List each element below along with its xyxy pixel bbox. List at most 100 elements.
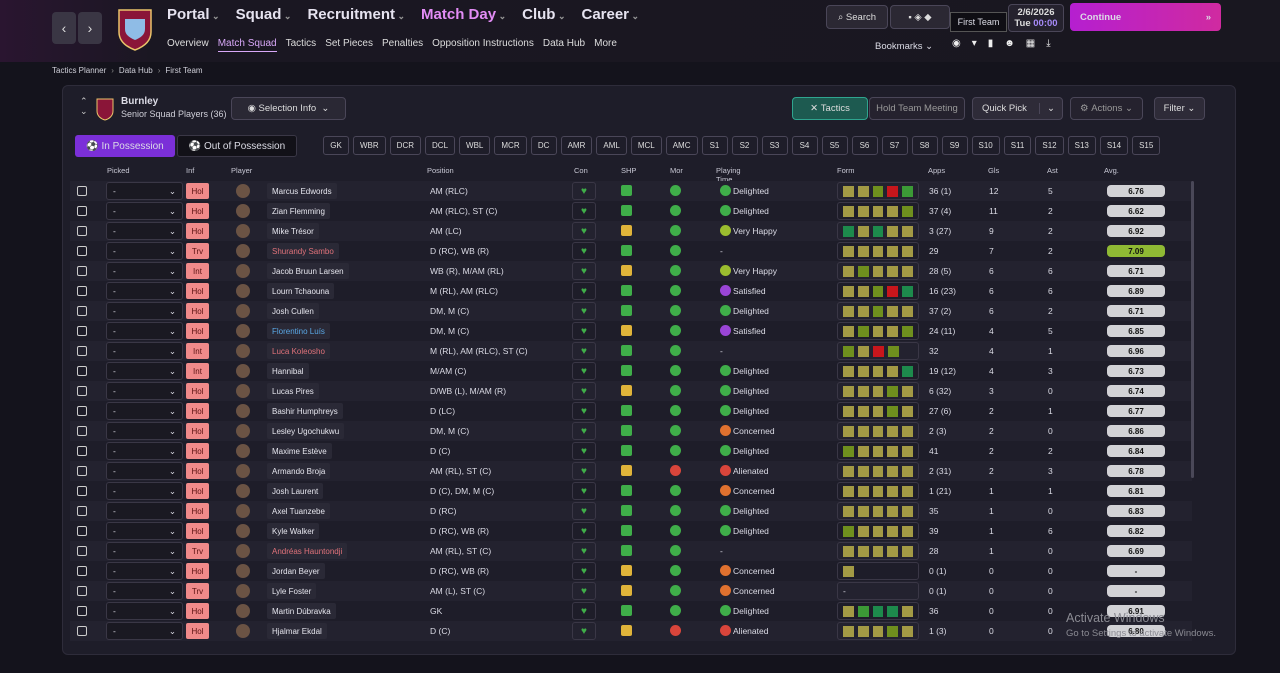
actions-button[interactable]: ⚙ Actions ⌄ (1070, 97, 1143, 120)
position-button[interactable]: S12 (1035, 136, 1064, 155)
position-button[interactable]: S7 (881, 136, 908, 155)
column-header[interactable]: Apps (928, 166, 946, 175)
player-name[interactable]: Lesley Ugochukwu (267, 423, 345, 439)
checkbox[interactable] (77, 186, 87, 196)
filter-button[interactable]: Filter ⌄ (1154, 97, 1205, 120)
position-button[interactable]: AMC (665, 136, 698, 155)
player-name[interactable]: Lyle Foster (267, 583, 317, 599)
tactics-button[interactable]: ✕ Tactics (792, 97, 868, 120)
column-header[interactable]: Mor (670, 166, 683, 175)
checkbox[interactable] (77, 326, 87, 336)
main-nav-item[interactable]: Recruitment (307, 6, 405, 23)
position-button[interactable]: S2 (731, 136, 758, 155)
player-name[interactable]: Martin Dúbravka (267, 603, 336, 619)
sub-nav-item[interactable]: Data Hub (542, 38, 586, 49)
picked-dropdown[interactable]: - ⌄ (106, 422, 183, 440)
position-button[interactable]: S13 (1067, 136, 1096, 155)
picked-dropdown[interactable]: - ⌄ (106, 442, 183, 460)
tab-active[interactable]: ⚽ In Possession (75, 135, 175, 157)
checkbox[interactable] (77, 206, 87, 216)
position-button[interactable]: MCL (630, 136, 662, 155)
player-name[interactable]: Lucas Pires (267, 383, 319, 399)
sub-nav-item[interactable]: Penalties (382, 38, 424, 49)
checkbox[interactable] (77, 346, 87, 356)
column-header[interactable]: Avg. (1104, 166, 1119, 175)
bookmarks[interactable]: Bookmarks ⌄ (875, 41, 934, 52)
player-name[interactable]: Armando Broja (267, 463, 331, 479)
position-button[interactable]: GK (323, 136, 349, 155)
position-button[interactable]: S5 (821, 136, 848, 155)
checkbox[interactable] (77, 246, 87, 256)
position-button[interactable]: DCL (425, 136, 456, 155)
player-name[interactable]: Hannibal (267, 363, 309, 379)
collapse-toggle[interactable]: ⌃ ⌄ (80, 96, 88, 116)
picked-dropdown[interactable]: - ⌄ (106, 462, 183, 480)
position-button[interactable]: S1 (701, 136, 728, 155)
player-name[interactable]: Mike Trésor (267, 223, 319, 239)
selection-info-button[interactable]: ◉ Selection Info ⌄ (231, 97, 346, 120)
column-header[interactable]: Ast (1047, 166, 1058, 175)
checkbox[interactable] (77, 306, 87, 316)
checkbox[interactable] (77, 446, 87, 456)
column-header[interactable]: Form (837, 166, 855, 175)
position-button[interactable]: S15 (1132, 136, 1161, 155)
main-nav-item[interactable]: Club (522, 6, 565, 23)
position-button[interactable]: S14 (1099, 136, 1129, 155)
picked-dropdown[interactable]: - ⌄ (106, 562, 183, 580)
checkbox[interactable] (77, 486, 87, 496)
player-name[interactable]: Zian Flemming (267, 203, 330, 219)
position-button[interactable]: S9 (941, 136, 968, 155)
player-name[interactable]: Josh Cullen (267, 303, 319, 319)
player-name[interactable]: Shurandy Sambo (267, 243, 339, 259)
checkbox[interactable] (77, 426, 87, 436)
column-header[interactable]: Picked (107, 166, 130, 175)
picked-dropdown[interactable]: - ⌄ (106, 202, 183, 220)
breadcrumb-item[interactable]: Tactics Planner (52, 66, 107, 75)
picked-dropdown[interactable]: - ⌄ (106, 342, 183, 360)
picked-dropdown[interactable]: - ⌄ (106, 522, 183, 540)
player-name[interactable]: Andréas Hauntondji (267, 543, 348, 559)
team-meeting-button[interactable]: Hold Team Meeting (869, 97, 965, 120)
position-button[interactable]: DCR (389, 136, 422, 155)
checkbox[interactable] (77, 566, 87, 576)
checkbox[interactable] (77, 266, 87, 276)
picked-dropdown[interactable]: - ⌄ (106, 382, 183, 400)
picked-dropdown[interactable]: - ⌄ (106, 182, 183, 200)
picked-dropdown[interactable]: - ⌄ (106, 322, 183, 340)
player-name[interactable]: Josh Laurent (267, 483, 324, 499)
player-name[interactable]: Jordan Beyer (267, 563, 325, 579)
column-header[interactable]: Gls (988, 166, 1000, 175)
scrollbar[interactable] (1191, 181, 1194, 478)
checkbox[interactable] (77, 226, 87, 236)
position-button[interactable]: S11 (1003, 136, 1032, 155)
picked-dropdown[interactable]: - ⌄ (106, 262, 183, 280)
sub-nav-item[interactable]: Opposition Instructions (432, 38, 534, 49)
continue-button[interactable]: Continue» (1070, 3, 1221, 31)
position-button[interactable]: S6 (851, 136, 878, 155)
player-name[interactable]: Axel Tuanzebe (267, 503, 330, 519)
position-button[interactable]: S4 (791, 136, 818, 155)
position-button[interactable]: AML (596, 136, 627, 155)
picked-dropdown[interactable]: - ⌄ (106, 302, 183, 320)
picked-dropdown[interactable]: - ⌄ (106, 402, 183, 420)
picked-dropdown[interactable]: - ⌄ (106, 622, 183, 640)
player-name[interactable]: Luca Koleosho (267, 343, 330, 359)
column-header[interactable]: Position (427, 166, 454, 175)
main-nav-item[interactable]: Squad (236, 6, 292, 23)
checkbox[interactable] (77, 626, 87, 636)
position-button[interactable]: WBL (459, 136, 491, 155)
sub-nav-item[interactable]: Tactics (285, 38, 317, 49)
column-header[interactable]: Player (231, 166, 253, 175)
checkbox[interactable] (77, 286, 87, 296)
player-name[interactable]: Jacob Bruun Larsen (267, 263, 349, 279)
tab[interactable]: ⚽ Out of Possession (177, 135, 297, 157)
picked-dropdown[interactable]: - ⌄ (106, 222, 183, 240)
back-button[interactable]: ‹ (52, 12, 76, 44)
checkbox[interactable] (77, 546, 87, 556)
picked-dropdown[interactable]: - ⌄ (106, 242, 183, 260)
picked-dropdown[interactable]: - ⌄ (106, 362, 183, 380)
checkbox[interactable] (77, 606, 87, 616)
main-nav-item[interactable]: Career (581, 6, 639, 23)
player-name[interactable]: Marcus Edwords (267, 183, 337, 199)
picked-dropdown[interactable]: - ⌄ (106, 582, 183, 600)
